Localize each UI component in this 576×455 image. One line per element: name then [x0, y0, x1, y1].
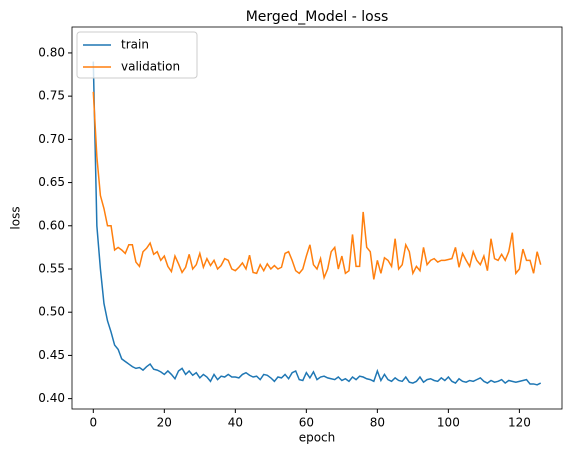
x-axis-label: epoch	[299, 431, 336, 445]
plot-frame	[71, 26, 563, 410]
x-tick-label: 60	[299, 416, 314, 430]
chart-title: Merged_Model - loss	[246, 9, 389, 25]
line-series	[92, 61, 542, 386]
x-tick-label: 0	[89, 416, 97, 430]
x-tick-label: 120	[508, 416, 531, 430]
y-tick-label: 0.60	[38, 218, 65, 232]
y-tick-label: 0.65	[38, 175, 65, 189]
x-tick-label: 100	[437, 416, 460, 430]
y-tick-label: 0.70	[38, 132, 65, 146]
y-tick-label: 0.50	[38, 305, 65, 319]
y-tick-label: 0.40	[38, 391, 65, 405]
legend-label: train	[121, 38, 149, 52]
x-tick-label: 20	[157, 416, 172, 430]
x-tick-label: 80	[370, 416, 385, 430]
y-axis-label: loss	[9, 206, 23, 229]
y-tick-label: 0.80	[38, 45, 65, 59]
legend-label: validation	[121, 60, 180, 74]
y-tick-label: 0.55	[38, 261, 65, 275]
x-tick-label: 40	[228, 416, 243, 430]
y-tick-label: 0.45	[38, 348, 65, 362]
y-tick-label: 0.75	[38, 89, 65, 103]
line-series	[92, 91, 542, 281]
